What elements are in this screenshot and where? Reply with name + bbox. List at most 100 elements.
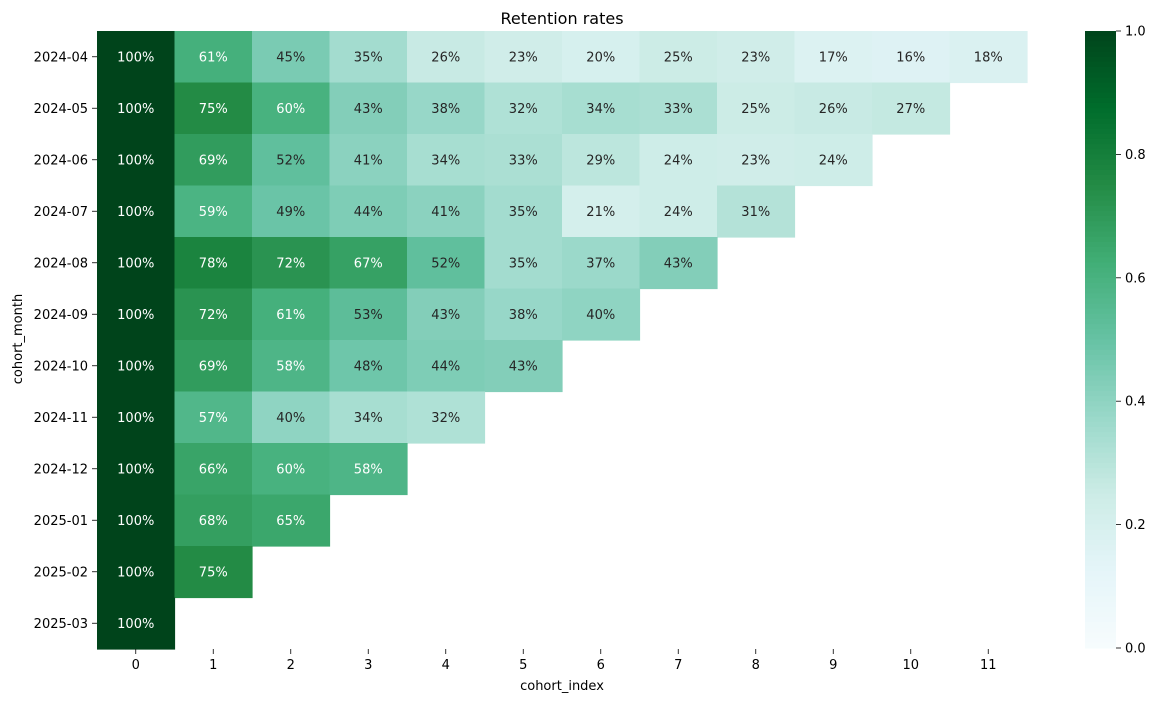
- colorbar-segment: [1085, 308, 1116, 315]
- colorbar-tick-label: 0.6: [1125, 271, 1146, 286]
- heatmap-cell-label: 35%: [509, 205, 538, 220]
- y-tick-label: 2024-08: [34, 256, 88, 271]
- heatmap-cell-label: 52%: [276, 153, 305, 168]
- heatmap-cell-label: 33%: [509, 153, 538, 168]
- y-tick-label: 2024-06: [34, 153, 88, 168]
- heatmap-cell: [484, 31, 563, 84]
- heatmap-cell: [97, 391, 176, 444]
- colorbar-segment: [1085, 318, 1116, 325]
- heatmap-cell-label: 20%: [586, 50, 615, 65]
- colorbar-segment: [1085, 262, 1116, 269]
- colorbar-tick-label: 0.8: [1125, 148, 1146, 163]
- heatmap-cell: [174, 237, 253, 290]
- colorbar-segment: [1085, 354, 1116, 361]
- heatmap-cell-label: 52%: [431, 256, 460, 271]
- colorbar-segment: [1085, 426, 1116, 433]
- y-tick-label: 2025-03: [34, 617, 88, 632]
- heatmap-cell: [97, 134, 176, 187]
- x-tick-label: 9: [829, 658, 837, 673]
- heatmap-cell-label: 100%: [117, 359, 154, 374]
- colorbar-segment: [1085, 46, 1116, 53]
- heatmap-cell: [97, 546, 176, 599]
- y-axis-label: cohort_month: [11, 294, 26, 384]
- heatmap-cell: [794, 82, 873, 135]
- colorbar-segment: [1085, 627, 1116, 634]
- colorbar-segment: [1085, 282, 1116, 289]
- colorbar-segment: [1085, 241, 1116, 248]
- heatmap-cell: [174, 340, 253, 393]
- colorbar-segment: [1085, 591, 1116, 598]
- colorbar-segment: [1085, 144, 1116, 150]
- heatmap-cell-label: 43%: [509, 359, 538, 374]
- heatmap-cell: [174, 288, 253, 341]
- y-tick-label: 2025-02: [34, 565, 88, 580]
- heatmap-cell-label: 38%: [431, 102, 460, 117]
- colorbar-tick-label: 0.4: [1125, 395, 1146, 410]
- heatmap-cell: [639, 185, 718, 238]
- colorbar-segment: [1085, 560, 1116, 567]
- colorbar-segment: [1085, 349, 1116, 356]
- colorbar-segment: [1085, 221, 1116, 227]
- colorbar-segment: [1085, 498, 1116, 505]
- colorbar-segment: [1085, 406, 1116, 413]
- heatmap-cell-label: 58%: [276, 359, 305, 374]
- colorbar-segment: [1085, 612, 1116, 618]
- heatmap-cell: [794, 134, 873, 187]
- heatmap-cell: [639, 31, 718, 84]
- colorbar-segment: [1085, 416, 1116, 423]
- x-tick-label: 7: [674, 658, 682, 673]
- heatmap-cell: [252, 340, 331, 393]
- colorbar-tick-label: 0.2: [1125, 518, 1146, 533]
- heatmap-cell-label: 16%: [896, 50, 925, 65]
- colorbar-segment: [1085, 390, 1116, 397]
- colorbar-segment: [1085, 87, 1116, 94]
- colorbar-segment: [1085, 519, 1116, 526]
- colorbar-segment: [1085, 637, 1116, 644]
- heatmap-cell-label: 100%: [117, 617, 154, 632]
- colorbar-segment: [1085, 432, 1116, 438]
- colorbar-segment: [1085, 514, 1116, 521]
- colorbar-segment: [1085, 565, 1116, 572]
- colorbar-segment: [1085, 339, 1116, 346]
- heatmap-cell-label: 26%: [431, 50, 460, 65]
- colorbar-segment: [1085, 606, 1116, 613]
- heatmap-cell: [639, 134, 718, 187]
- heatmap-cell: [484, 340, 563, 393]
- colorbar-segment: [1085, 92, 1116, 99]
- colorbar-segment: [1085, 210, 1116, 217]
- heatmap-cell-label: 40%: [276, 411, 305, 426]
- colorbar-segment: [1085, 483, 1116, 490]
- colorbar-segment: [1085, 236, 1116, 243]
- colorbar-segment: [1085, 468, 1116, 474]
- heatmap-cell: [407, 82, 486, 135]
- colorbar-segment: [1085, 138, 1116, 145]
- colorbar-segment: [1085, 380, 1116, 387]
- y-axis-ticks: 2024-04 2024-05 2024-06 2024-07 2024-08 2024-…: [34, 50, 97, 632]
- chart-title: Retention rates: [500, 9, 623, 28]
- y-tick-label: 2024-12: [34, 462, 88, 477]
- heatmap-cell: [329, 443, 408, 496]
- colorbar-segment: [1085, 576, 1116, 582]
- heatmap-cell: [97, 185, 176, 238]
- heatmap-cell-label: 34%: [354, 411, 383, 426]
- heatmap-cell: [252, 494, 331, 547]
- x-tick-label: 11: [980, 658, 997, 673]
- colorbar-segment: [1085, 51, 1116, 58]
- colorbar-segment: [1085, 601, 1116, 608]
- heatmap-cell: [717, 134, 796, 187]
- heatmap-cell: [484, 185, 563, 238]
- heatmap-cell-label: 24%: [819, 153, 848, 168]
- colorbar-tick-label: 1.0: [1125, 25, 1146, 40]
- heatmap-cell: [407, 134, 486, 187]
- heatmap-cell: [174, 494, 253, 547]
- heatmap-cell-label: 37%: [586, 256, 615, 271]
- colorbar-segment: [1085, 97, 1116, 104]
- colorbar-segment: [1085, 174, 1116, 181]
- heatmap-cell: [407, 31, 486, 84]
- heatmap-cell-label: 23%: [741, 50, 770, 65]
- heatmap-cell-label: 21%: [586, 205, 615, 220]
- colorbar-segment: [1085, 123, 1116, 130]
- heatmap-cell-label: 60%: [276, 462, 305, 477]
- colorbar-segment: [1085, 570, 1116, 577]
- colorbar-segment: [1085, 385, 1116, 392]
